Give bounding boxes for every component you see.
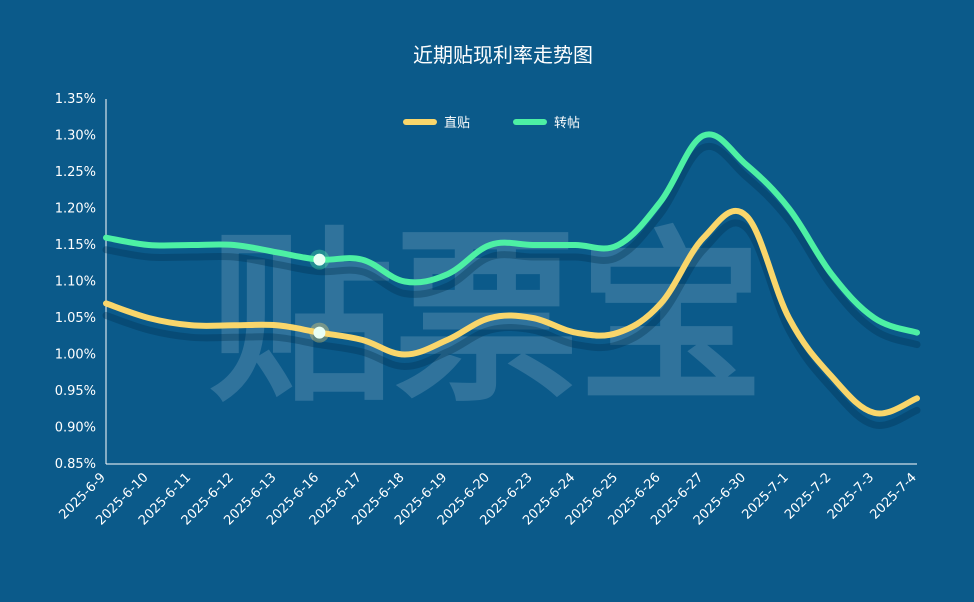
- y-tick-label: 1.30%: [55, 129, 96, 144]
- chart-title: 近期贴现利率走势图: [413, 43, 593, 67]
- y-tick-label: 1.05%: [55, 311, 96, 326]
- y-tick-label: 1.25%: [55, 165, 96, 180]
- series-line-2[interactable]: [103, 131, 920, 336]
- y-tick-label: 1.20%: [55, 202, 96, 217]
- x-tick-label: 2025-7-4: [867, 470, 919, 522]
- data-point[interactable]: [313, 326, 326, 339]
- y-tick-label: 1.00%: [55, 348, 96, 363]
- series-shadow-1: [102, 219, 921, 429]
- y-tick-label: 1.10%: [55, 275, 96, 290]
- y-tick-label: 1.35%: [55, 92, 96, 107]
- series-shadow-2: [102, 142, 921, 349]
- y-tick-label: 0.85%: [55, 457, 96, 472]
- series-line-1[interactable]: [103, 207, 920, 417]
- y-tick-label: 1.15%: [55, 238, 96, 253]
- legend-label-1[interactable]: 直贴: [444, 116, 470, 131]
- data-point[interactable]: [313, 253, 326, 266]
- legend-label-2[interactable]: 转帖: [554, 116, 580, 131]
- y-tick-label: 0.90%: [55, 421, 96, 436]
- y-tick-label: 0.95%: [55, 384, 96, 399]
- series-layer: [102, 131, 921, 429]
- legend[interactable]: 直贴 转帖: [403, 116, 580, 131]
